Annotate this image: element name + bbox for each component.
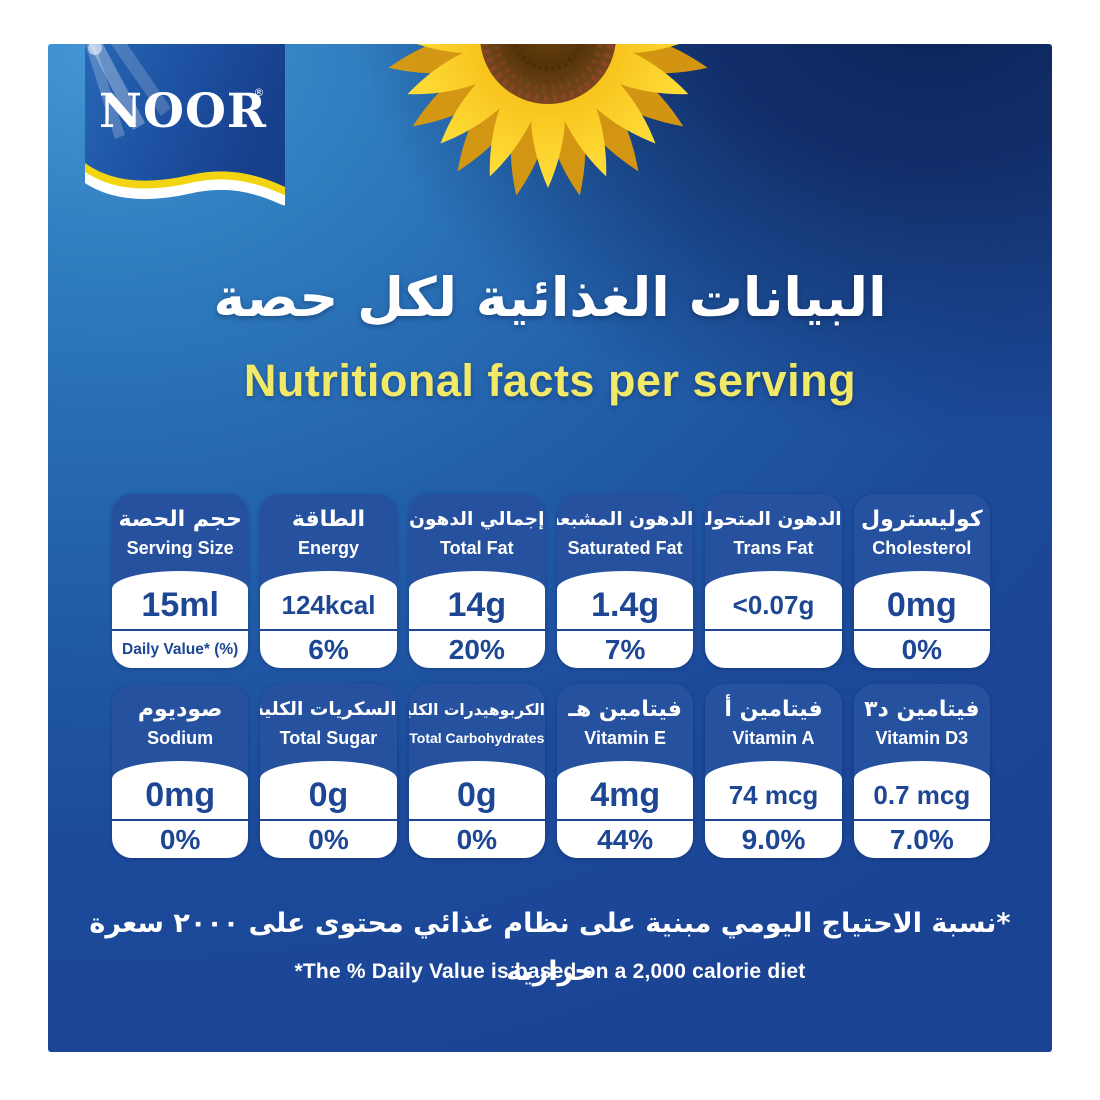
nutrient-name-english: Energy	[297, 538, 359, 558]
nutrient-name-english: Total Fat	[439, 538, 514, 558]
nutrient-name-arabic: صوديوم	[137, 697, 223, 722]
nutrient-value: 14g	[447, 585, 507, 624]
nutrient-daily-value: 0%	[853, 629, 990, 668]
nutrient-daily-value: 0%	[408, 819, 545, 858]
nutrient-value: 0mg	[145, 775, 216, 814]
nutrient-name-english: Total Sugar	[279, 728, 378, 748]
nutrient-name-english: Vitamin D3	[875, 728, 969, 748]
nutrient-name-english: Total Carbohydrates	[409, 730, 545, 746]
registered-mark: ®	[254, 86, 265, 99]
card-cholesterol: كوليسترول Cholesterol 0mg 0%	[853, 494, 990, 668]
card-sodium: صوديوم Sodium 0mg 0%	[112, 684, 249, 858]
brand-name: NOOR	[99, 84, 267, 139]
nutrient-value: 0g	[308, 775, 349, 814]
card-vitamin-e: فيتامين هـ Vitamin E 4mg 44%	[556, 684, 694, 858]
nutrient-value: 0g	[456, 775, 497, 814]
nutrient-name-arabic: فيتامين د٣	[864, 697, 980, 722]
nutrient-name-english: Vitamin E	[584, 728, 666, 748]
nutrient-value: 74 mcg	[728, 779, 819, 810]
nutrient-name-arabic: فيتامين هـ	[568, 697, 682, 722]
nutrient-name-english: Cholesterol	[872, 538, 972, 558]
card-total-carbohydrates: الكربوهيدرات الكلية Total Carbohydrates 0…	[408, 684, 545, 858]
daily-value-footnote-arabic: *نسبة الاحتياج اليومي مبنية على نظام غذا…	[89, 908, 1011, 987]
nutrition-grid: حجم الحصة Serving Size 15ml Daily Value* (…	[112, 494, 990, 858]
nutrient-daily-value	[705, 629, 842, 668]
nutrient-daily-value: 0%	[260, 819, 397, 858]
nutrient-name-arabic: فيتامين أ	[724, 697, 823, 722]
nutrient-daily-value: Daily Value* (%)	[112, 629, 249, 668]
page-title-english: Nutritional facts per serving	[243, 355, 857, 406]
nutrient-daily-value: 0%	[112, 819, 249, 858]
nutrient-name-english: Sodium	[147, 728, 214, 748]
card-vitamin-a: فيتامين أ Vitamin A 74 mcg 9.0%	[705, 684, 842, 858]
nutrient-name-arabic: الدهون المتحولة	[705, 509, 842, 530]
card-total-fat: إجمالي الدهون Total Fat 14g 20%	[408, 494, 545, 668]
nutrient-name-arabic: إجمالي الدهون	[409, 509, 545, 530]
light-rays-icon	[85, 44, 171, 139]
card-total-sugar: السكريات الكلية Total Sugar 0g 0%	[260, 684, 397, 858]
nutrient-value: 4mg	[590, 775, 661, 814]
page-title-arabic: البيانات الغذائية لكل حصة	[213, 266, 887, 329]
nutrient-daily-value: 44%	[556, 819, 694, 858]
card-energy: الطاقة Energy 124kcal 6%	[260, 494, 397, 668]
nutrient-value: 15ml	[141, 585, 219, 624]
nutrient-name-english: Vitamin A	[732, 728, 815, 748]
nutrient-daily-value: 6%	[260, 629, 397, 668]
nutrient-name-arabic: كوليسترول	[860, 507, 983, 532]
label-panel: NOOR ® البيانات الغذائية لكل حصة Nutriti…	[48, 44, 1052, 1052]
nutrient-daily-value: 7.0%	[853, 819, 990, 858]
nutrient-name-arabic: حجم الحصة	[118, 507, 242, 532]
nutrient-value: 1.4g	[591, 585, 660, 624]
nutrient-name-arabic: الطاقة	[291, 507, 366, 532]
nutrient-daily-value: 7%	[556, 629, 694, 668]
nutrient-name-arabic: الدهون المشبعة	[556, 509, 694, 530]
card-serving-size: حجم الحصة Serving Size 15ml Daily Value* (…	[112, 494, 249, 668]
nutrient-daily-value: 9.0%	[705, 819, 842, 858]
nutrient-name-arabic: الكربوهيدرات الكلية	[408, 701, 545, 719]
nutrient-value: 0mg	[886, 585, 957, 624]
nutrient-name-english: Serving Size	[126, 538, 234, 558]
nutrient-name-english: Saturated Fat	[567, 538, 683, 558]
nutrient-daily-value: 20%	[408, 629, 545, 668]
nutrient-value: 0.7 mcg	[873, 779, 971, 810]
nutrient-name-english: Trans Fat	[733, 538, 814, 558]
nutrient-value: 124kcal	[281, 589, 376, 620]
noor-logo: NOOR ®	[85, 44, 285, 206]
card-saturated-fat: الدهون المشبعة Saturated Fat 1.4g 7%	[556, 494, 694, 668]
card-vitamin-d3: فيتامين د٣ Vitamin D3 0.7 mcg 7.0%	[853, 684, 990, 858]
nutrient-name-arabic: السكريات الكلية	[260, 699, 397, 720]
nutrient-value: <0.07g	[732, 589, 815, 620]
daily-value-footnote-english: *The % Daily Value is based on a 2,000 c…	[294, 960, 806, 983]
sunflower-icon	[384, 44, 712, 200]
card-trans-fat: الدهون المتحولة Trans Fat <0.07g	[705, 494, 842, 668]
